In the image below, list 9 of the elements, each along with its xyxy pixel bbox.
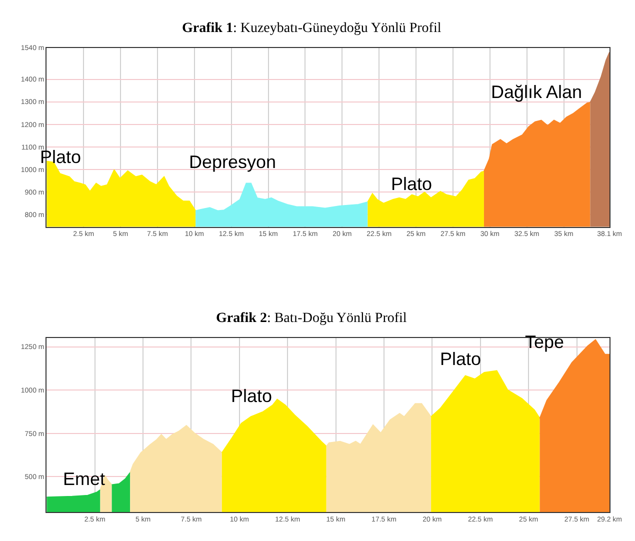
annotation: Plato [440,349,482,369]
annotation: Emet [63,469,106,489]
annotation: Plato [231,386,272,406]
annotation: Depresyon [189,152,276,172]
annotation: Tepe [525,332,564,352]
chart-title: Grafik 1: Kuzeybatı-Güneydoğu Yönlü Profil [182,21,442,36]
annotation: Plato [391,174,432,194]
chart-title: Grafik 2: Batı-Doğu Yönlü Profil [216,311,407,326]
annotation: Dağlık Alan [491,82,582,102]
